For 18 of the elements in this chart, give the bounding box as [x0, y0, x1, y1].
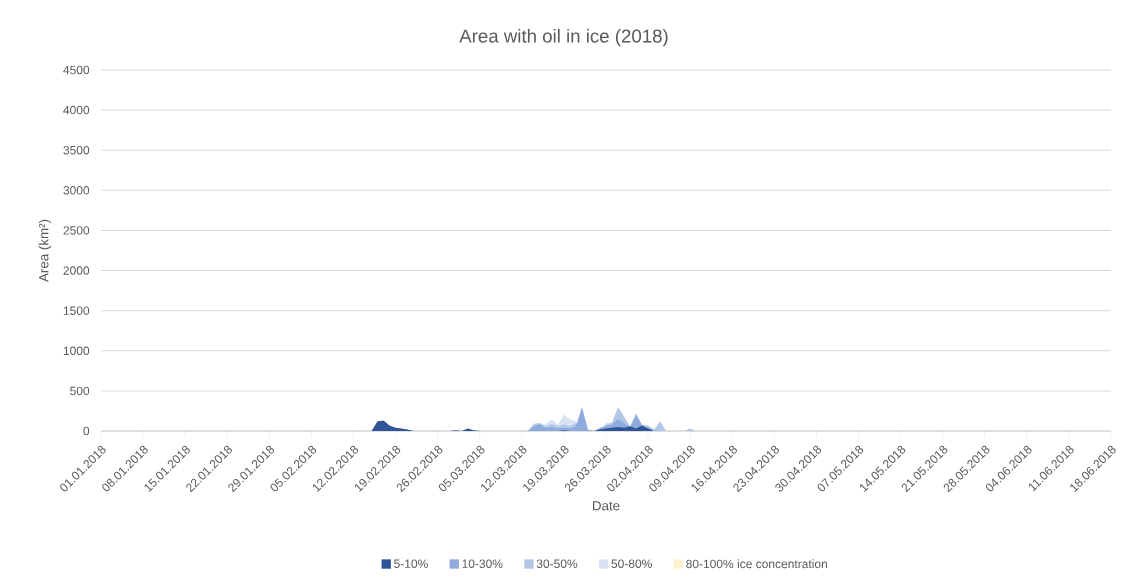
legend-label: 5-10%	[394, 559, 428, 568]
x-axis-title: Date	[593, 501, 620, 511]
y-tick-label: 2000	[63, 266, 90, 275]
legend-label: 30-50%	[536, 559, 578, 568]
y-tick-label: 3500	[63, 145, 90, 155]
y-tick-label: 4500	[63, 65, 90, 75]
legend-label: 50-80%	[611, 559, 652, 568]
y-tick-label: 1500	[63, 306, 90, 315]
y-tick-label: 500	[70, 386, 90, 396]
y-tick-label: 4000	[63, 105, 90, 115]
chart-title: Area with oil in ice (2018)	[459, 28, 668, 47]
y-tick-label: 2500	[63, 226, 90, 235]
y-tick-label: 3000	[63, 186, 90, 195]
y-tick-label: 1000	[63, 346, 90, 356]
y-axis-title: Area (km²)	[38, 219, 52, 282]
y-tick-label: 0	[83, 426, 90, 436]
legend-label: 80-100% ice concentration	[686, 559, 827, 569]
legend-label: 10-30%	[462, 559, 503, 568]
